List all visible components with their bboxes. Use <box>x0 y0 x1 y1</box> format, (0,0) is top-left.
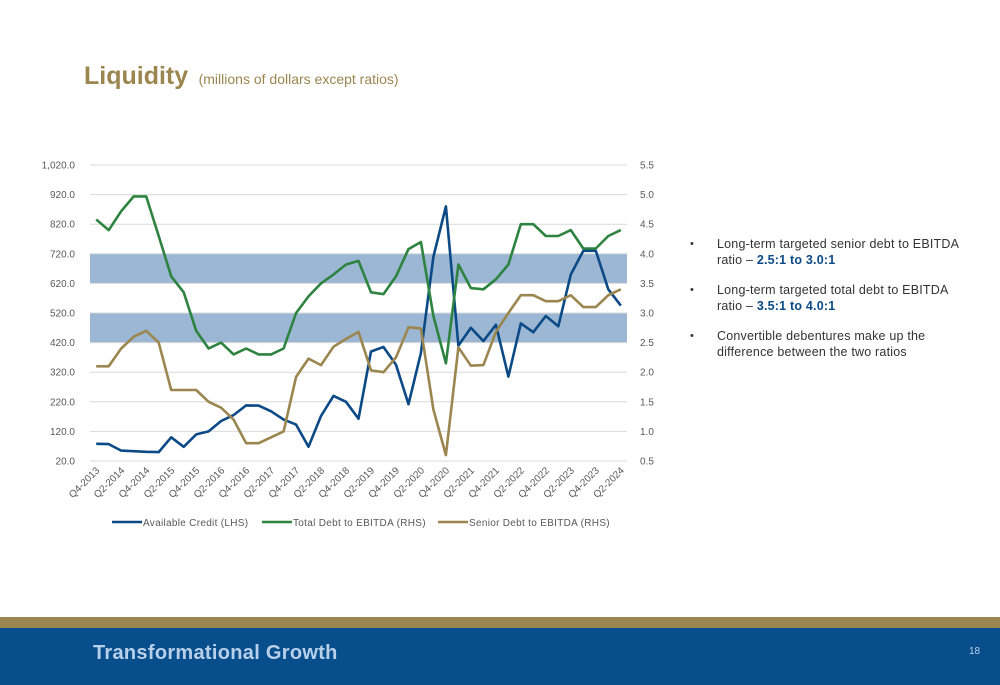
y-right-tick-label: 1.0 <box>640 427 654 438</box>
bullet-dot: • <box>690 330 695 342</box>
y-left-tick-label: 420.0 <box>50 338 75 349</box>
y-left-tick-label: 720.0 <box>50 249 75 260</box>
y-right-tick-label: 4.0 <box>640 249 654 260</box>
bullet-text: Long-term targeted total debt to EBITDA … <box>717 283 948 313</box>
title-subtitle: (millions of dollars except ratios) <box>198 71 399 87</box>
title-main: Liquidity <box>84 62 189 90</box>
bullet-text: Convertible debentures make up the diffe… <box>717 329 926 359</box>
series-line <box>96 288 622 457</box>
bullet-highlight: 3.5:1 to 4.0:1 <box>756 299 836 313</box>
legend-label: Available Credit (LHS) <box>143 518 248 529</box>
y-left-tick-label: 320.0 <box>50 368 75 379</box>
footer-title: Transformational Growth <box>93 642 338 664</box>
bullet-list: • Long-term targeted senior debt to EBIT… <box>690 236 960 374</box>
y-left-tick-label: 620.0 <box>50 279 75 290</box>
y-right-tick-label: 0.5 <box>640 457 654 468</box>
y-right-tick-label: 1.5 <box>640 397 654 408</box>
series-line <box>95 195 622 365</box>
bullet-highlight: 2.5:1 to 3.0:1 <box>756 253 836 267</box>
y-left-tick-label: 1,020.0 <box>42 161 76 172</box>
slide-title: Liquidity (millions of dollars except ra… <box>84 62 399 91</box>
y-right-tick-label: 3.0 <box>640 309 654 320</box>
y-right-tick-label: 2.0 <box>640 368 654 379</box>
bullet-dot: • <box>690 284 695 296</box>
y-right-tick-label: 3.5 <box>640 279 654 290</box>
legend-label: Senior Debt to EBITDA (RHS) <box>469 518 610 529</box>
y-left-tick-label: 520.0 <box>50 309 75 320</box>
liquidity-chart: 1,020.0 920.0 820.0 720.0 620.0 520.0 420.0 320… <box>42 161 655 530</box>
footer-bar: Transformational Growth 18 <box>0 628 1000 685</box>
y-right-tick-label: 2.5 <box>640 338 654 349</box>
bullet-convertible: • Convertible debentures make up the dif… <box>690 328 960 360</box>
y-left-tick-label: 220.0 <box>50 397 75 408</box>
gold-divider <box>0 617 1000 628</box>
y-right-tick-label: 5.5 <box>640 161 654 172</box>
y-left-tick-label: 120.0 <box>50 427 75 438</box>
y-right-tick-label: 5.0 <box>640 190 654 201</box>
page-number: 18 <box>969 646 981 657</box>
bullet-text: Long-term targeted senior debt to EBITDA… <box>717 237 959 267</box>
bullet-total-debt: • Long-term targeted total debt to EBITD… <box>690 282 960 314</box>
bullet-senior-debt: • Long-term targeted senior debt to EBIT… <box>690 236 960 268</box>
bullet-dot: • <box>690 238 695 250</box>
y-left-tick-label: 820.0 <box>50 220 75 231</box>
y-left-tick-label: 920.0 <box>50 190 75 201</box>
legend-label: Total Debt to EBITDA (RHS) <box>293 518 426 529</box>
series-line <box>96 205 622 454</box>
y-right-tick-label: 4.5 <box>640 220 654 231</box>
y-left-tick-label: 20.0 <box>56 457 76 468</box>
target-band <box>90 253 627 284</box>
